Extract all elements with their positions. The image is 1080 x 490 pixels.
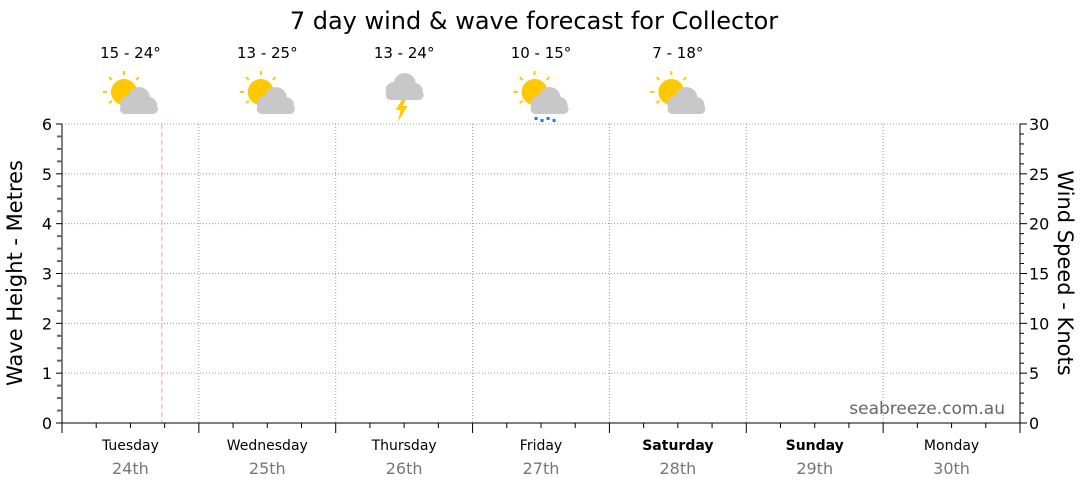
date-label: 26th: [386, 459, 423, 478]
y2-tick-label: 15: [1029, 265, 1049, 284]
day-label: Tuesday: [101, 438, 159, 454]
rain-drop: [546, 117, 550, 120]
rain-drop: [534, 117, 538, 120]
y-tick-label: 3: [42, 265, 52, 284]
sun-ray: [682, 76, 687, 81]
rain-drop: [540, 119, 544, 122]
cloud-part: [256, 104, 295, 114]
sun-ray: [135, 76, 140, 81]
y-tick-label: 4: [42, 215, 52, 234]
day-label: Thursday: [371, 438, 437, 454]
date-label: 24th: [112, 459, 149, 478]
y2-tick-label: 0: [1029, 414, 1039, 433]
y-tick-label: 0: [42, 414, 52, 433]
chart-title: 7 day wind & wave forecast for Collector: [290, 7, 778, 35]
partly-cloudy-icon: [239, 71, 295, 114]
sun-ray: [245, 100, 250, 104]
day-label: Monday: [924, 438, 979, 454]
y-tick-label: 1: [42, 364, 52, 383]
thunderstorm-icon: [385, 73, 424, 122]
temperature-label: 7 - 18°: [652, 44, 703, 62]
y-tick-label: 6: [42, 115, 52, 134]
rain-drop: [552, 119, 556, 122]
date-label: 25th: [249, 459, 286, 478]
sun-ray: [545, 76, 551, 81]
cloud-part: [120, 104, 158, 114]
cloud-part: [530, 104, 569, 114]
sun-ray: [245, 76, 250, 81]
sun-ray: [519, 100, 524, 104]
y2-axis-label: Wind Speed - Knots: [1053, 170, 1077, 375]
date-label: 30th: [933, 459, 970, 478]
cloud-part: [385, 90, 424, 100]
cloud-part: [667, 104, 706, 114]
temperature-label: 13 - 25°: [237, 44, 298, 62]
date-label: 27th: [523, 459, 560, 478]
sun-ray: [519, 76, 524, 81]
day-label: Friday: [520, 438, 562, 454]
sun-ray: [108, 76, 113, 81]
sun-ray: [655, 100, 660, 104]
partly-cloudy-icon: [103, 71, 158, 114]
temperature-label: 10 - 15°: [511, 44, 572, 62]
lightning-bolt: [395, 100, 408, 122]
partly-cloudy-showers-icon: [513, 71, 569, 122]
y2-tick-label: 20: [1029, 215, 1049, 234]
day-label: Saturday: [642, 438, 713, 454]
y-tick-label: 2: [42, 314, 52, 333]
day-label: Sunday: [786, 438, 844, 454]
date-label: 29th: [796, 459, 833, 478]
sun-ray: [108, 100, 113, 104]
sun-ray: [272, 76, 277, 81]
y-axis-label: Wave Height - Metres: [3, 160, 27, 386]
day-label: Wednesday: [227, 438, 308, 454]
partly-cloudy-icon: [650, 71, 706, 114]
temperature-label: 15 - 24°: [100, 44, 161, 62]
y2-tick-label: 5: [1029, 364, 1039, 383]
y2-tick-label: 30: [1029, 115, 1049, 134]
y2-tick-label: 25: [1029, 165, 1049, 184]
y-tick-label: 5: [42, 165, 52, 184]
y2-tick-label: 10: [1029, 314, 1049, 333]
watermark: seabreeze.com.au: [849, 399, 1005, 419]
date-label: 28th: [659, 459, 696, 478]
temperature-label: 13 - 24°: [374, 44, 435, 62]
sun-ray: [655, 76, 661, 81]
